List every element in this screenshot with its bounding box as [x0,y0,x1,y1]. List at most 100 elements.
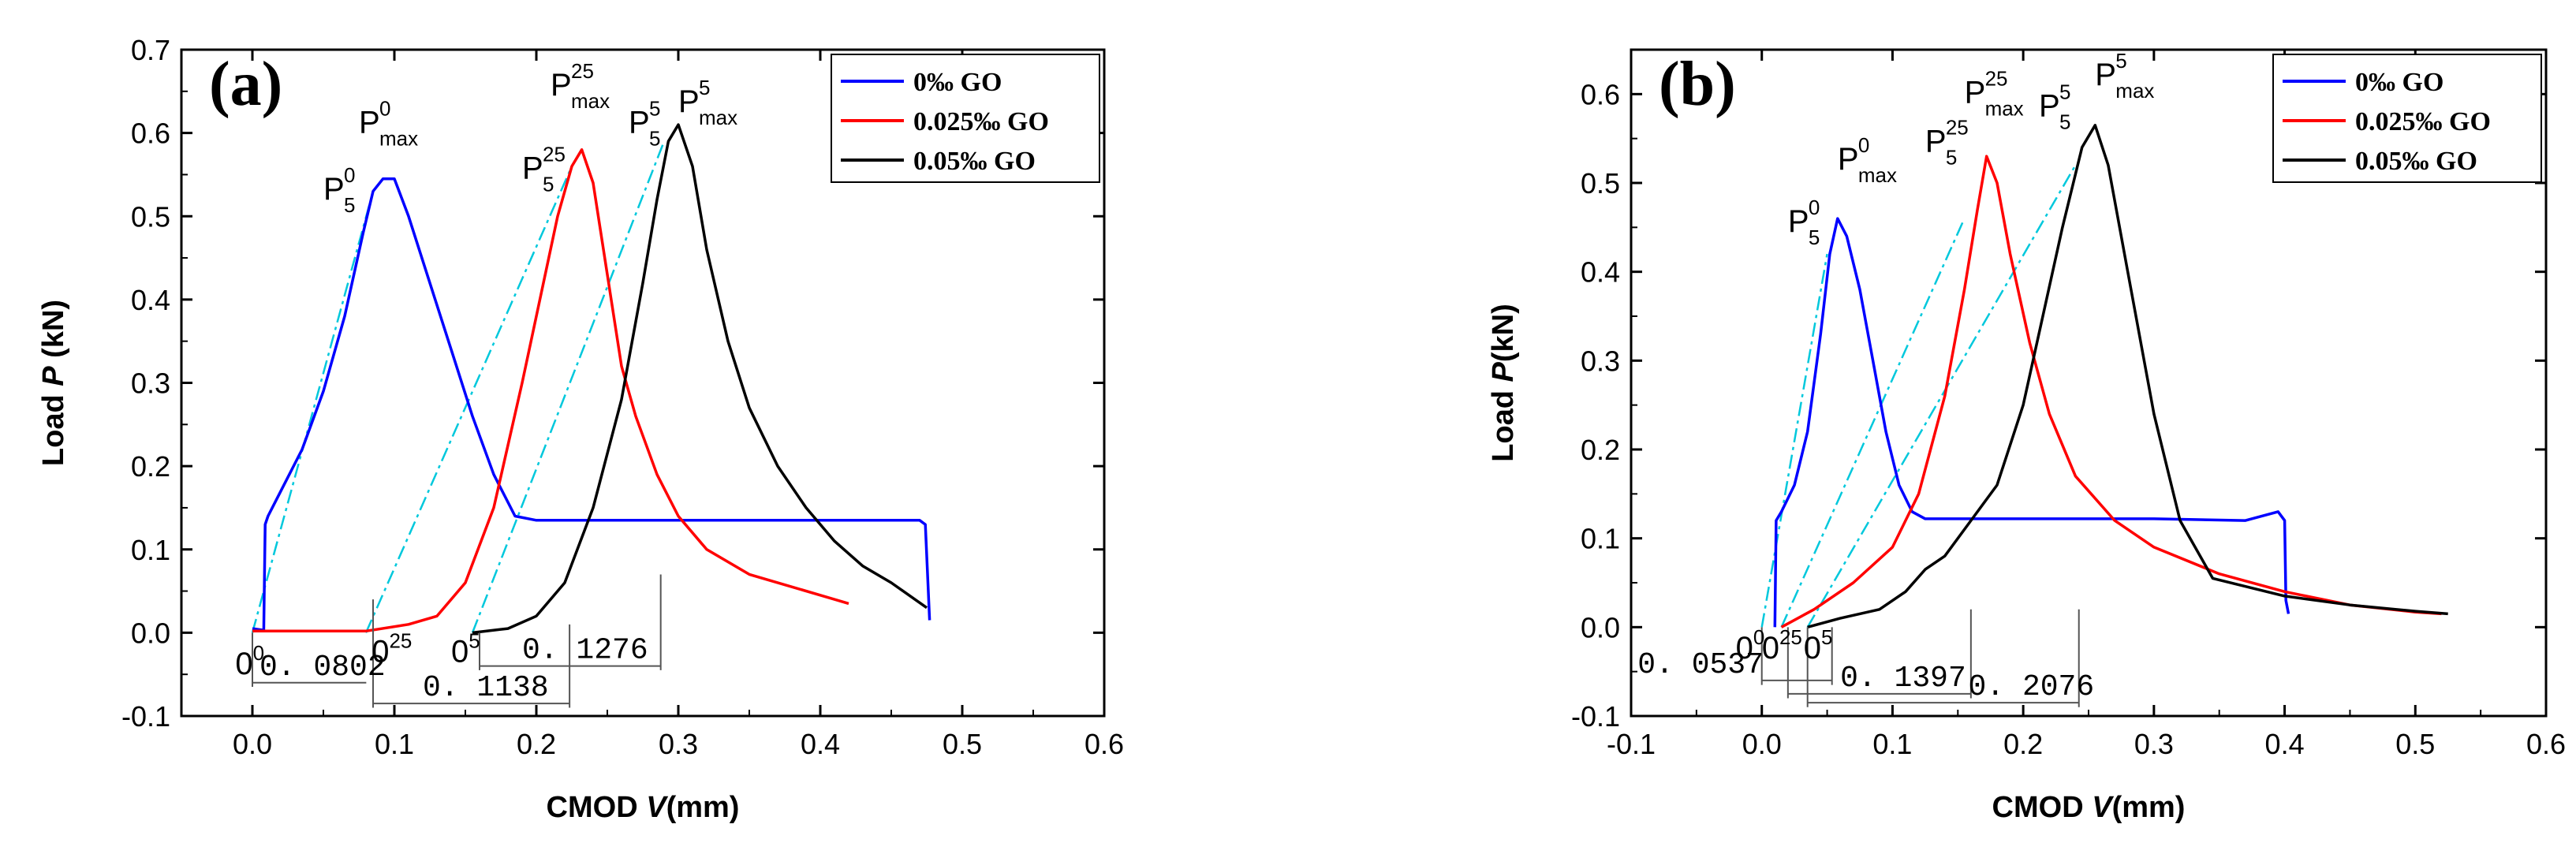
dimension-label: 0. 0537 [1637,648,1764,682]
peak-annotation-sup: 5 [649,97,660,121]
y-tick-label: -0.1 [121,700,170,733]
origin-label: 025 [1762,625,1802,666]
series-line [252,177,931,632]
peak-annotation-sub: 5 [2059,110,2070,134]
legend-label: 0.05‰ GO [2355,147,2477,176]
origin-label-sup: 0 [253,641,264,665]
y-tick-label: 0.1 [131,534,170,566]
origin-label-base: 0 [1762,631,1779,666]
series-line [1780,155,2442,628]
origin-label: 00 [1736,625,1765,666]
origin-label-sup: 25 [389,628,412,652]
origin-label-sup: 5 [469,628,480,652]
secant-line [251,191,375,633]
x-tick-label: 0.3 [2134,728,2174,760]
peak-annotation: P [2039,89,2060,124]
peak-annotation-sup: 0 [344,163,355,187]
x-tick-label: 0.0 [1742,728,1782,760]
x-tick-label: 0.4 [801,728,840,760]
y-axis-label-part: P [37,366,70,386]
origin-label-base: 0 [1804,631,1821,666]
peak-annotation: P [629,106,650,140]
peak-annotation-sub: 5 [649,127,660,151]
secant-line [1780,218,1966,628]
origin-label-base: 0 [451,634,469,669]
peak-annotation-sup: 5 [2115,49,2126,73]
peak-annotation-sub: max [2115,79,2154,103]
peak-annotation-sub: 5 [543,173,554,196]
x-tick-label: 0.3 [659,728,698,760]
peak-annotation-sub: max [379,127,418,151]
legend-label: 0‰ GO [2355,68,2443,97]
peak-annotation: P [551,68,572,103]
x-axis-label-part: V [646,791,668,824]
origin-label: 00 [235,641,264,681]
peak-annotation: P [1965,76,1986,110]
panel-a-chart: 0.0 0.1 0.2 0.3 0.4 0.5 0.6 -0.1 0.0 0.1 0.2 0.3 0.4… [37,34,1124,824]
y-tick-label: 0.5 [131,200,170,233]
y-tick-label: 0.6 [1581,78,1620,110]
x-tick-label: 0.6 [1085,728,1124,760]
peak-annotation: P [522,151,543,186]
origin-label: 05 [451,628,480,669]
peak-annotation-sup: 25 [571,59,594,83]
peak-annotation-sub: max [1858,163,1897,187]
dimension-label: 0. 1276 [522,634,648,668]
y-tick-label: 0.0 [1581,611,1620,643]
panel-b-chart: -0.1 0.0 0.1 0.2 0.3 0.4 0.5 0.6 -0.1 0.0 0.1 0.2 0.… [1487,48,2566,824]
dimension-label: 0. 0802 [259,651,386,684]
y-tick-label: 0.6 [131,117,170,150]
origin-label-sup: 0 [1753,625,1764,649]
peak-annotation: P [2095,58,2116,92]
legend-label: 0‰ GO [913,68,1002,97]
y-axis-label: Load P(kN) [1487,304,1520,462]
legend-label: 0.05‰ GO [913,147,1036,176]
x-axis-label-part: V [2092,791,2114,824]
y-tick-label: 0.0 [131,617,170,649]
peak-annotation-sup: 0 [1809,196,1820,219]
x-axis-label-part: CMOD [1992,791,2093,824]
y-tick-label: 0.4 [1581,256,1620,289]
peak-annotation-sub: max [1985,97,2024,121]
series-line [472,123,928,635]
x-tick-label: -0.1 [1607,728,1656,760]
peak-annotation-sub: 5 [344,193,355,217]
origin-label-base: 0 [235,647,252,681]
y-tick-label: 0.2 [1581,434,1620,466]
x-tick-label: 0.2 [2003,728,2043,760]
y-tick-label: 0.2 [131,450,170,483]
peak-annotation: P [359,106,380,140]
peak-annotation-sup: 25 [543,143,566,166]
y-tick-label: 0.1 [1581,523,1620,555]
y-tick-label: 0.3 [131,367,170,400]
x-axis-label-part: (mm) [666,791,740,824]
peak-annotation-sub: max [571,89,610,113]
secant-line [1806,164,2077,628]
dimension-label: 0. 1397 [1840,662,1966,696]
origin-label: 025 [371,628,412,669]
x-tick-label: 0.4 [2265,728,2305,760]
x-axis-label: CMOD V(mm) [1992,791,2186,824]
x-axis-label-part: (mm) [2112,791,2186,824]
secant-line [1760,253,1828,628]
origin-label-base: 0 [371,634,389,669]
panel-label: (a) [209,50,282,119]
y-tick-label: -0.1 [1571,700,1620,733]
y-axis-label-part: (kN) [37,300,70,366]
peak-annotation-sup: 5 [2059,80,2070,104]
origin-label-sup: 5 [1821,625,1832,649]
peak-annotation-sup: 0 [379,97,390,121]
x-tick-label: 0.5 [943,728,982,760]
legend-box [2272,54,2542,183]
series-line [1773,217,2290,628]
series-line [1807,124,2448,628]
peak-annotation-sup: 0 [1858,133,1869,157]
x-tick-label: 0.5 [2395,728,2435,760]
x-tick-label: 0.0 [233,728,272,760]
y-axis-label-part: Load [37,386,70,466]
peak-annotation-sub: max [699,106,737,129]
peak-annotation: P [678,84,700,119]
origin-label: 05 [1804,625,1833,666]
legend-label: 0.025‰ GO [913,107,1049,136]
